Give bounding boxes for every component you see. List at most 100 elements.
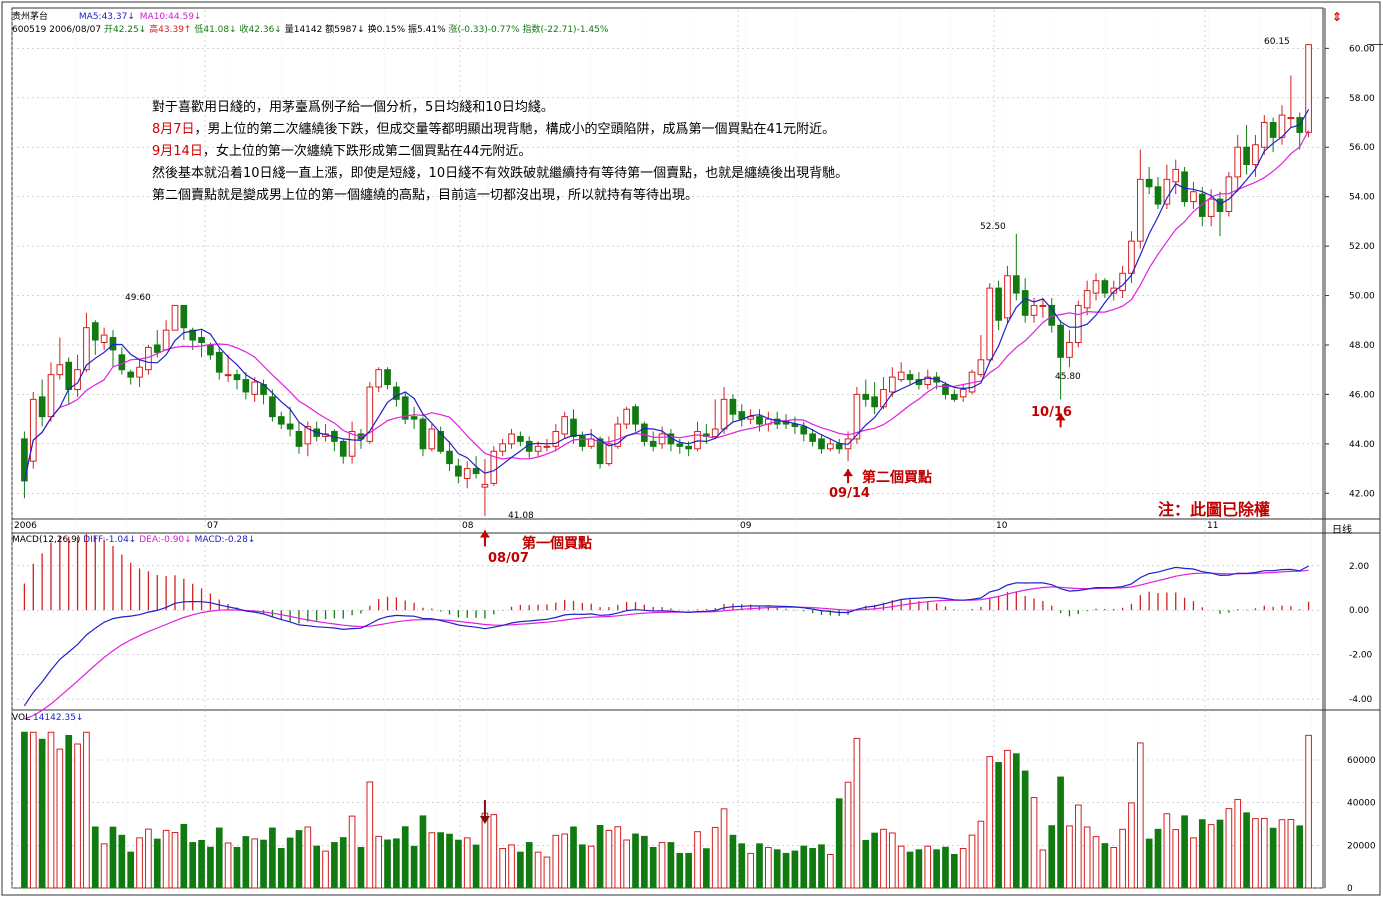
candle-body-118 bbox=[1066, 342, 1073, 358]
candle-body-141 bbox=[1269, 122, 1277, 138]
candle-body-31 bbox=[295, 430, 303, 447]
note-line-1: 對于喜歡用日綫的，用茅臺爲例子給一個分析，5日均綫和10日均綫。 bbox=[152, 100, 554, 115]
turnover-readout: 换0.15% bbox=[367, 25, 406, 35]
vol-bar-138 bbox=[1243, 812, 1250, 889]
candle-body-45 bbox=[419, 418, 427, 450]
candle-body-98 bbox=[888, 376, 896, 393]
vol-bar-82 bbox=[747, 852, 754, 889]
candle-body-127 bbox=[1145, 178, 1153, 188]
candle-body-105 bbox=[950, 393, 958, 400]
vol-bar-57 bbox=[525, 842, 533, 889]
candle-body-12 bbox=[127, 371, 135, 378]
vol-bar-38 bbox=[357, 846, 365, 889]
high-readout: 高43.39↑ bbox=[149, 25, 192, 35]
candle-body-133 bbox=[1198, 193, 1206, 217]
vol-bar-28 bbox=[269, 827, 276, 889]
candle-body-124 bbox=[1119, 272, 1126, 292]
vol-bar-134 bbox=[1207, 824, 1215, 889]
change-readout: 涨(-0.33)-0.77% bbox=[448, 25, 520, 35]
candle-body-46 bbox=[428, 428, 436, 450]
candle-body-25 bbox=[242, 379, 250, 393]
period-label[interactable]: 日线 bbox=[1332, 525, 1352, 536]
vol-bar-101 bbox=[915, 849, 923, 889]
candle-body-120 bbox=[1083, 290, 1091, 309]
candle-body-6 bbox=[74, 369, 81, 390]
buy-point-2-date: 09/14 bbox=[829, 486, 870, 501]
amplitude-readout: 振5.41% bbox=[408, 25, 446, 35]
candle-body-122 bbox=[1101, 280, 1109, 294]
vol-bar-79 bbox=[720, 808, 728, 889]
vol-bar-17 bbox=[171, 832, 179, 889]
vol-bar-97 bbox=[880, 828, 887, 889]
vol-tick-0: 60000 bbox=[1347, 756, 1376, 766]
vol-bar-40 bbox=[375, 835, 383, 889]
candle-body-30 bbox=[286, 423, 294, 430]
open-readout: 开42.25↓ bbox=[103, 25, 147, 35]
vol-bar-73 bbox=[667, 842, 675, 889]
candle-body-55 bbox=[508, 433, 515, 445]
vol-bar-14 bbox=[145, 828, 152, 889]
macd-tick-2: -2.00 bbox=[1349, 651, 1373, 661]
vol-bar-34 bbox=[322, 850, 329, 889]
vol-bar-31 bbox=[295, 830, 303, 889]
low-readout: 低41.08↓ bbox=[194, 25, 237, 35]
vol-bar-61 bbox=[561, 833, 568, 889]
vol-bar-133 bbox=[1198, 819, 1206, 889]
candle-body-8 bbox=[91, 322, 99, 341]
candle-body-134 bbox=[1207, 198, 1215, 217]
candle-body-82 bbox=[747, 416, 754, 420]
code-date: 600519 2006/08/07 bbox=[12, 25, 102, 35]
candle-body-97 bbox=[880, 388, 887, 408]
vol-bar-110 bbox=[995, 762, 1002, 889]
plot-border bbox=[11, 7, 1324, 889]
price-tick-5: 52.00 bbox=[1349, 242, 1375, 252]
candle-body-129 bbox=[1163, 178, 1171, 205]
note-line-5: 第二個賣點就是變成男上位的第一個纏繞的高點，目前這一切都沒出現，所以就持有等待出… bbox=[152, 188, 699, 203]
candle-body-19 bbox=[189, 329, 197, 341]
vol-bar-67 bbox=[614, 826, 622, 889]
ma10-line bbox=[23, 130, 1310, 482]
candle-body-130 bbox=[1172, 168, 1180, 183]
candle-body-90 bbox=[818, 438, 825, 450]
candle-body-135 bbox=[1216, 198, 1224, 212]
macd-tick-1: 0.00 bbox=[1349, 606, 1369, 616]
price-tick-6: 54.00 bbox=[1349, 193, 1375, 203]
candle-body-95 bbox=[862, 393, 870, 400]
footnote-ex-rights: 注：此圖已除權 bbox=[1158, 500, 1271, 519]
vol-bar-58 bbox=[534, 851, 542, 889]
candle-body-108 bbox=[977, 359, 985, 376]
candle-body-99 bbox=[897, 371, 905, 381]
candle-body-91 bbox=[827, 443, 834, 450]
candle-body-125 bbox=[1128, 240, 1135, 274]
vol-bar-130 bbox=[1172, 829, 1180, 889]
vol-marker-head bbox=[479, 816, 490, 824]
vol-bar-10 bbox=[109, 826, 117, 889]
ma5-line bbox=[23, 109, 1310, 482]
vol-tick-3: 0 bbox=[1347, 884, 1353, 894]
scroll-arrows-icon[interactable]: ⇕ bbox=[1332, 10, 1343, 24]
price-marker-52-50: 52.50 bbox=[980, 222, 1006, 232]
vol-bar-136 bbox=[1225, 808, 1233, 889]
ma10-readout: MA10:44.59↓ bbox=[139, 12, 202, 22]
buy-point-1-arrow-head bbox=[479, 530, 490, 538]
price-tick-8: 58.00 bbox=[1349, 94, 1375, 104]
vol-bar-52 bbox=[481, 812, 489, 889]
candle-body-2 bbox=[38, 396, 46, 418]
vol-bar-36 bbox=[339, 837, 347, 889]
vol-bar-121 bbox=[1092, 836, 1100, 889]
vol-bar-25 bbox=[242, 836, 250, 889]
macd-diff: DIFF:-1.04↓ bbox=[83, 535, 137, 545]
candle-body-53 bbox=[490, 450, 498, 484]
candle-body-14 bbox=[145, 346, 152, 371]
candle-body-138 bbox=[1243, 146, 1250, 166]
vol-bar-35 bbox=[331, 842, 338, 889]
candle-body-92 bbox=[835, 443, 843, 450]
vol-bar-91 bbox=[827, 854, 834, 889]
vol-bar-135 bbox=[1216, 819, 1224, 889]
candle-body-43 bbox=[401, 396, 409, 420]
vol-bar-118 bbox=[1066, 825, 1073, 889]
candle-body-89 bbox=[809, 433, 816, 442]
vol-bar-76 bbox=[694, 831, 701, 889]
